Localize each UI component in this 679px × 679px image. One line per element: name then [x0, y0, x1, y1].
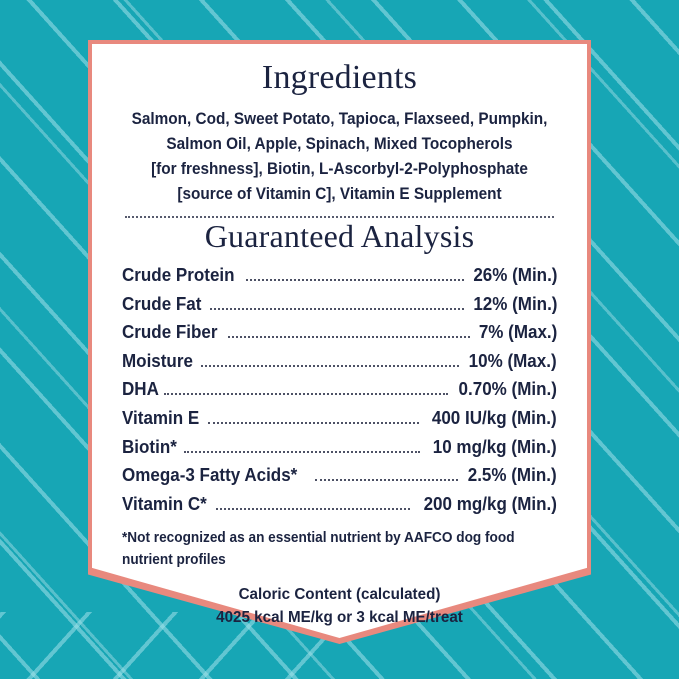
analysis-nutrient-name: Crude Fiber: [122, 321, 218, 343]
analysis-nutrient-value: 400 IU/kg (Min.): [432, 406, 557, 428]
ingredients-line: Salmon, Cod, Sweet Potato, Tapioca, Flax…: [131, 110, 548, 128]
ingredients-line: [for freshness], Biotin, L-Ascorbyl-2-Po…: [151, 160, 528, 178]
ingredients-list: Salmon, Cod, Sweet Potato, Tapioca, Flax…: [130, 107, 549, 207]
leader-dots: [227, 336, 470, 339]
analysis-nutrient-value: 10% (Max.): [469, 349, 557, 371]
footnote-line: *Not recognized as an essential nutrient…: [122, 530, 515, 547]
analysis-nutrient-value: 7% (Max.): [478, 321, 557, 343]
analysis-row: Crude Protein 26% (Min.): [122, 261, 557, 290]
analysis-nutrient-value: 12% (Min.): [472, 292, 557, 314]
leader-dots: [216, 507, 411, 510]
analysis-row: Vitamin E 400 IU/kg (Min.): [122, 404, 557, 433]
ingredients-line: Salmon Oil, Apple, Spinach, Mixed Tocoph…: [166, 135, 513, 153]
guaranteed-analysis-heading: Guaranteed Analysis: [204, 218, 475, 254]
leader-dots: [183, 450, 421, 453]
analysis-row: Vitamin C* 200 mg/kg (Min.): [122, 490, 557, 519]
section-divider: [125, 216, 554, 218]
leader-dots: [207, 421, 420, 424]
analysis-row: Biotin* 10 mg/kg (Min.): [122, 433, 557, 462]
footnote-line: nutrient profiles: [122, 552, 226, 569]
caloric-content-block: Caloric Content (calculated) 4025 kcal M…: [104, 583, 574, 629]
leader-dots: [314, 479, 459, 482]
analysis-row: DHA 0.70% (Min.): [122, 375, 557, 404]
analysis-row: Omega-3 Fatty Acids* 2.5% (Min.): [122, 461, 557, 490]
analysis-nutrient-name: DHA: [122, 378, 159, 400]
analysis-nutrient-name: Moisture: [122, 349, 193, 371]
guaranteed-analysis-list: Crude Protein 26% (Min.) Crude Fat 12% (…: [122, 261, 557, 518]
ingredients-heading: Ingredients: [261, 59, 418, 96]
leader-dots: [246, 279, 464, 281]
analysis-nutrient-name: Biotin*: [122, 435, 177, 457]
leader-dots: [164, 393, 449, 396]
label-content: Ingredients Salmon, Cod, Sweet Potato, T…: [92, 44, 587, 638]
analysis-nutrient-name: Crude Fat: [122, 292, 202, 314]
analysis-row: Moisture 10% (Max.): [122, 347, 557, 376]
caloric-content-value: 4025 kcal ME/kg or 3 kcal ME/treat: [216, 609, 463, 627]
ingredients-line: [source of Vitamin C], Vitamin E Supplem…: [177, 185, 502, 203]
analysis-nutrient-name: Omega-3 Fatty Acids*: [122, 464, 298, 486]
analysis-nutrient-value: 200 mg/kg (Min.): [423, 492, 557, 514]
analysis-row: Crude Fat 12% (Min.): [122, 290, 557, 319]
analysis-nutrient-name: Vitamin E: [122, 406, 200, 428]
caloric-content-heading: Caloric Content (calculated): [238, 586, 441, 604]
analysis-nutrient-value: 10 mg/kg (Min.): [433, 435, 557, 457]
analysis-nutrient-value: 2.5% (Min.): [468, 464, 557, 486]
analysis-nutrient-name: Vitamin C*: [122, 492, 207, 514]
banner-panel: [92, 44, 587, 638]
leader-dots: [201, 364, 460, 367]
analysis-nutrient-name: Crude Protein: [122, 264, 235, 285]
analysis-row: Crude Fiber 7% (Max.): [122, 318, 557, 347]
aafco-footnote: *Not recognized as an essential nutrient…: [122, 527, 531, 571]
analysis-nutrient-value: 0.70% (Min.): [458, 378, 557, 400]
analysis-nutrient-value: 26% (Min.): [472, 264, 557, 285]
leader-dots: [210, 307, 464, 310]
